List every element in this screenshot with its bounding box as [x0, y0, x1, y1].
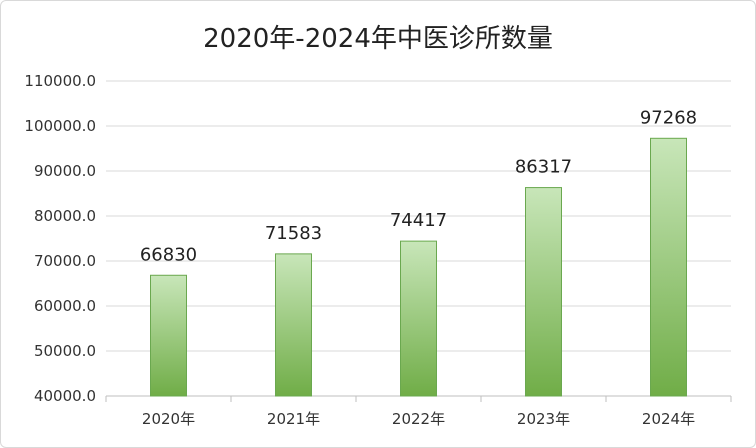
y-tick-label: 60000.0 — [34, 297, 96, 315]
bar — [400, 240, 437, 397]
x-axis-tick-labels: 2020年 2021年 2022年 2023年 2024年 — [142, 410, 695, 428]
bar — [650, 137, 687, 397]
y-tick-label: 100000.0 — [24, 117, 96, 135]
x-tick-label: 2021年 — [267, 410, 320, 428]
data-label: 74417 — [390, 210, 447, 231]
y-tick-label: 80000.0 — [34, 207, 96, 225]
y-tick-label: 40000.0 — [34, 387, 96, 405]
bar — [150, 274, 187, 397]
x-tick-label: 2024年 — [642, 410, 695, 428]
y-tick-label: 90000.0 — [34, 162, 96, 180]
chart-title: 2020年-2024年中医诊所数量 — [203, 24, 553, 54]
data-labels: 66830 71583 74417 86317 97268 — [140, 107, 697, 265]
data-label: 86317 — [515, 157, 572, 178]
bar — [275, 253, 312, 397]
x-tick-label: 2023年 — [517, 410, 570, 428]
data-label: 97268 — [640, 107, 697, 128]
y-axis-tick-labels: 40000.0 50000.0 60000.0 70000.0 80000.0 90000… — [24, 72, 96, 405]
data-label: 71583 — [265, 223, 322, 244]
data-label: 66830 — [140, 244, 197, 265]
bar — [525, 187, 562, 397]
y-tick-label: 50000.0 — [34, 342, 96, 360]
bars — [150, 137, 687, 397]
y-tick-label: 110000.0 — [24, 72, 96, 90]
grid-lines — [105, 80, 732, 402]
y-tick-label: 70000.0 — [34, 252, 96, 270]
x-tick-label: 2020年 — [142, 410, 195, 428]
x-tick-label: 2022年 — [392, 410, 445, 428]
